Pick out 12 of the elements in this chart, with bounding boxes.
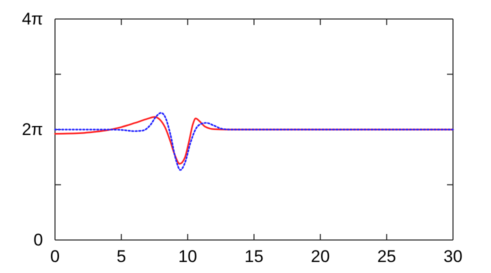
line-series — [54, 112, 454, 171]
x-tick-label: 15 — [244, 247, 264, 266]
y-tick-label: 4π — [22, 9, 43, 28]
line-series — [54, 116, 454, 165]
y-tick-label: 2π — [22, 120, 43, 139]
x-tick-label: 0 — [50, 247, 60, 266]
x-tick-label: 10 — [178, 247, 198, 266]
x-tick-label: 5 — [116, 247, 126, 266]
x-tick-label: 25 — [377, 247, 396, 266]
x-tick-label: 20 — [310, 247, 330, 266]
y-tick-label: 0 — [34, 230, 43, 250]
x-tick-label: 30 — [444, 247, 462, 266]
